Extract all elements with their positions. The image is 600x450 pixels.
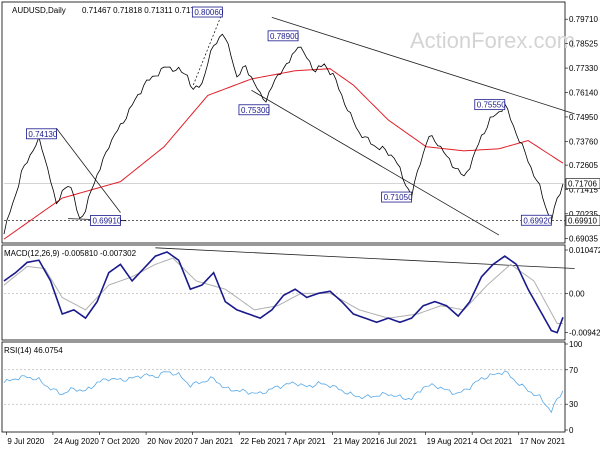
- callout-label: 0.75300: [241, 106, 270, 115]
- callout-box: [474, 99, 506, 111]
- price-tick-label: 0.76140: [569, 89, 598, 98]
- time-tick-label: 4 Oct 2021: [473, 437, 513, 446]
- rsi-line: [3, 370, 564, 414]
- price-tick-label: 0.74950: [569, 113, 598, 122]
- time-tick-label: 17 Nov 2021: [520, 437, 566, 446]
- price-pane: AUDUSD,Daily 0.71467 0.71818 0.71311 0.7…: [1, 1, 600, 244]
- macd-tick-label: -0.009426: [569, 328, 600, 337]
- callout-box: [381, 191, 413, 203]
- callout-box: [90, 215, 121, 226]
- callout-label: 0.69910: [92, 216, 121, 225]
- rsi-tick-label: 30: [569, 400, 578, 409]
- callout-label: 0.69920: [523, 216, 552, 225]
- rsi-pane: RSI(14) 46.0754 100 70 30 0: [1, 340, 583, 435]
- macd-signal-line: [3, 257, 563, 325]
- time-tick-label: 20 Nov 2020: [147, 437, 193, 446]
- time-tick-label: 22 Feb 2021: [240, 437, 285, 446]
- callout-label: 0.74130: [28, 130, 57, 139]
- rsi-axis: 100 70 30 0: [565, 340, 583, 435]
- pane-header-ohlc: 0.71467 0.71818 0.71311 0.71706: [82, 6, 204, 15]
- rsi-title: RSI(14) 46.0754: [4, 346, 63, 355]
- macd-trendline: [155, 247, 575, 269]
- time-tick-label: 9 Jul 2020: [7, 437, 44, 446]
- rsi-tick-label: 0: [569, 426, 574, 435]
- time-tick-label: 24 Aug 2020: [54, 437, 99, 446]
- price-tick-label: 0.73760: [569, 137, 598, 146]
- callout-box: [520, 214, 552, 226]
- moving-average-line: [3, 68, 564, 240]
- price-tick-label: 0.70235: [569, 210, 598, 219]
- current-price-tag: 0.71706: [565, 178, 600, 189]
- macd-pane-frame: [1, 244, 566, 341]
- trendline: [251, 89, 500, 236]
- macd-tick-label: 0.00: [569, 289, 585, 298]
- callout-box: [191, 6, 223, 18]
- callout-label: 0.75550: [477, 101, 506, 110]
- price-axis: 0.79710 0.78525 0.77330 0.76140 0.74950 0.737…: [565, 15, 598, 243]
- callout-label: 0.78900: [270, 32, 299, 41]
- time-tick-label: 19 Aug 2021: [427, 437, 472, 446]
- trendline: [56, 128, 121, 213]
- rsi-pane-frame: [1, 341, 566, 433]
- price-tick-label: 0.72605: [569, 161, 598, 170]
- time-tick-label: 7 Oct 2020: [100, 437, 140, 446]
- time-tick-label: 7 Apr 2021: [287, 437, 326, 446]
- callout-box: [238, 104, 270, 116]
- macd-title: MACD(12,26,9) -0.005810 -0.007302: [4, 249, 137, 258]
- price-callouts: 0.80060 0.78900 0.74130 0.75300 0.75550 0.710…: [26, 6, 553, 226]
- rsi-tick-label: 100: [569, 340, 583, 349]
- price-line: [3, 33, 564, 235]
- price-tick-label: 0.71415: [569, 186, 598, 195]
- callout-label: 0.80060: [194, 8, 223, 17]
- macd-line: [3, 251, 564, 334]
- time-tick-label: 6 Jul 2021: [380, 437, 417, 446]
- price-pane-frame: [1, 1, 566, 244]
- callout-label: 0.71050: [384, 193, 413, 202]
- pane-header-symbol: AUDUSD,Daily: [12, 6, 66, 15]
- support-level-label: 0.69910: [568, 216, 597, 225]
- price-tick-label: 0.77330: [569, 64, 598, 73]
- trendline: [192, 12, 223, 86]
- time-tick-label: 7 Jan 2021: [194, 437, 234, 446]
- watermark: ActionForex.com: [410, 28, 575, 53]
- callout-box: [26, 128, 57, 140]
- time-axis: 9 Jul 2020 24 Aug 2020 7 Oct 2020 20 Nov 20…: [6, 432, 566, 446]
- trendline: [271, 16, 575, 115]
- macd-axis: 0.010472 0.00 -0.009426: [565, 246, 600, 337]
- current-price-label: 0.71706: [568, 180, 597, 189]
- macd-tick-label: 0.010472: [569, 246, 600, 255]
- price-tick-label: 0.79710: [569, 15, 598, 24]
- price-tick-label: 0.78525: [569, 40, 598, 49]
- macd-pane: MACD(12,26,9) -0.005810 -0.007302 0.0104…: [1, 244, 600, 341]
- price-tick-label: 0.69035: [569, 234, 598, 243]
- time-tick-label: 21 May 2021: [333, 437, 380, 446]
- callout-box: [267, 30, 299, 42]
- rsi-tick-label: 70: [569, 366, 578, 375]
- support-tag: 0.69910: [565, 215, 600, 226]
